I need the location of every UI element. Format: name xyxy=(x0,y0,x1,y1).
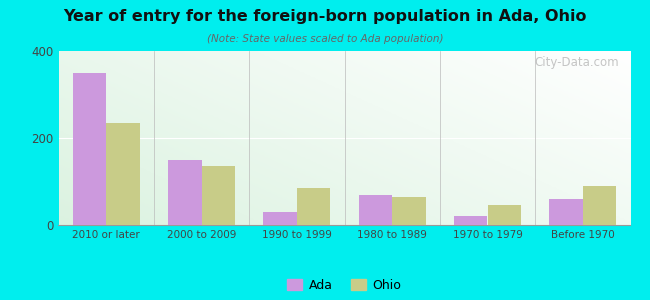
Text: (Note: State values scaled to Ada population): (Note: State values scaled to Ada popula… xyxy=(207,34,443,44)
Bar xyxy=(263,212,297,225)
Bar xyxy=(549,199,583,225)
Bar xyxy=(73,73,106,225)
Bar xyxy=(168,160,202,225)
Bar xyxy=(454,216,488,225)
Bar xyxy=(583,186,616,225)
Legend: Ada, Ohio: Ada, Ohio xyxy=(287,279,402,292)
Bar xyxy=(297,188,330,225)
Bar xyxy=(106,123,140,225)
Bar xyxy=(359,194,392,225)
Bar xyxy=(202,166,235,225)
Text: City-Data.com: City-Data.com xyxy=(534,56,619,69)
Bar xyxy=(392,197,426,225)
Bar xyxy=(488,206,521,225)
Text: Year of entry for the foreign-born population in Ada, Ohio: Year of entry for the foreign-born popul… xyxy=(63,9,587,24)
